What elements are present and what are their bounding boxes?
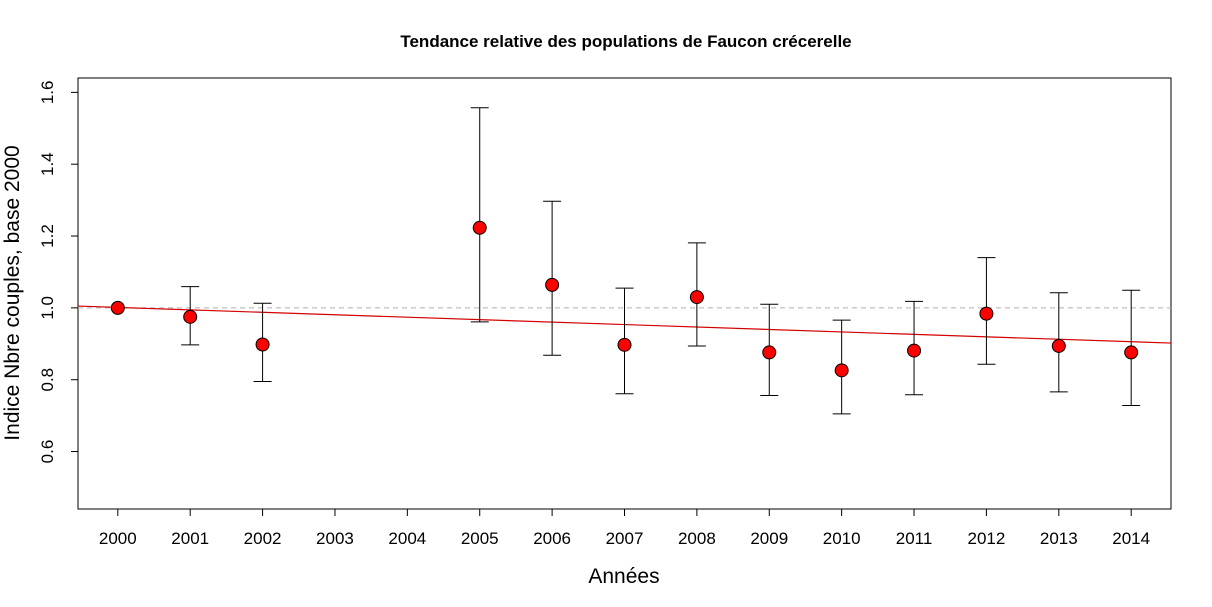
y-tick-label: 1.0 <box>38 296 57 320</box>
y-tick-label: 0.6 <box>38 440 57 464</box>
data-points <box>110 220 1139 378</box>
data-point <box>255 337 270 352</box>
x-tick-label: 2004 <box>388 529 426 548</box>
y-tick-label: 0.8 <box>38 368 57 392</box>
x-tick-label: 2007 <box>606 529 644 548</box>
x-tick-label: 2001 <box>171 529 209 548</box>
y-axis-label: Indice Nbre couples, base 2000 <box>1 145 24 440</box>
data-point <box>689 290 704 305</box>
error-bars <box>181 107 1141 415</box>
data-point <box>545 277 560 292</box>
x-tick-label: 2006 <box>533 529 571 548</box>
x-tick-label: 2005 <box>461 529 499 548</box>
x-tick-label: 2008 <box>678 529 716 548</box>
data-point <box>1124 345 1139 360</box>
data-point <box>1051 338 1066 353</box>
x-tick-label: 2003 <box>316 529 354 548</box>
x-tick-label: 2013 <box>1040 529 1078 548</box>
x-tick-label: 2010 <box>823 529 861 548</box>
data-point <box>907 343 922 358</box>
chart-title: Tendance relative des populations de Fau… <box>400 32 851 51</box>
y-tick-label: 1.2 <box>38 224 57 248</box>
y-tick-label: 1.4 <box>38 152 57 176</box>
data-point <box>834 363 849 378</box>
x-tick-label: 2000 <box>99 529 137 548</box>
x-axis: 2000 2001 2002 2003 2004 2005 2006 2007 2008 2009… <box>99 509 1150 548</box>
y-tick-label: 1.6 <box>38 81 57 105</box>
data-point <box>617 337 632 352</box>
x-tick-label: 2009 <box>750 529 788 548</box>
x-tick-label: 2011 <box>896 529 933 548</box>
data-point <box>183 309 198 324</box>
data-point <box>472 220 487 235</box>
x-tick-label: 2002 <box>244 529 282 548</box>
data-point <box>762 345 777 360</box>
x-axis-label: Années <box>588 565 659 588</box>
data-point <box>110 300 125 315</box>
x-tick-label: 2014 <box>1112 529 1150 548</box>
data-point <box>979 306 994 321</box>
x-tick-label: 2012 <box>968 529 1006 548</box>
y-axis: 0.6 0.8 1.0 1.2 1.4 1.6 <box>38 81 78 464</box>
